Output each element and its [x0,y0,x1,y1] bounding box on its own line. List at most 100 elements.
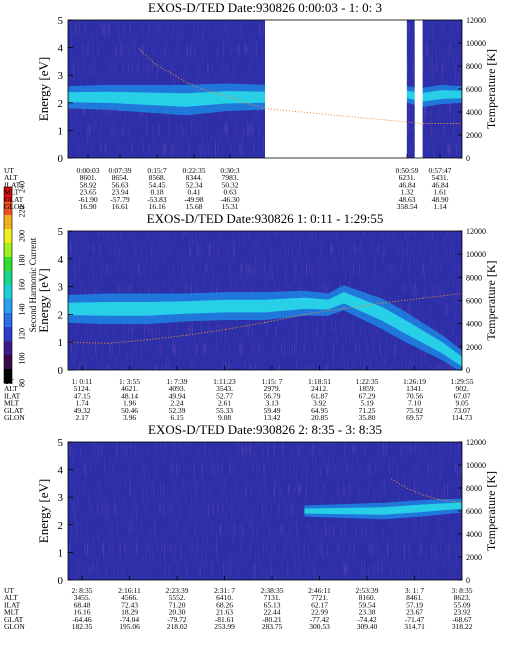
ut-tick-label: 3: 8:35 [451,586,472,595]
orbit-value: 1859. [359,384,376,393]
y-right-tick-label: 10000 [466,461,486,470]
orbit-value: 59.49 [264,406,281,415]
colorbar-frame [3,186,13,384]
y-right-axis-label: Temperature [K] [484,260,498,340]
orbit-value: 16.90 [80,202,97,211]
y-right-tick-label: 12000 [466,438,486,447]
colorbar-segment [4,369,12,384]
orbit-value: 5431. [432,173,449,182]
orbit-value: 50.46 [121,406,138,415]
orbit-value: 114.73 [452,413,473,422]
orbit-value: 73.07 [454,406,471,415]
temperature-trace-segment [343,302,384,310]
temperature-trace-segment [264,108,423,124]
ut-tick-label: 1:29:55 [451,377,474,386]
orbit-row-label: MLT [4,399,20,408]
orbit-value: -64.46 [72,615,92,624]
orbit-value: 0.41 [187,188,200,197]
temperature-trace-segment [454,501,462,504]
orbit-value: 23.38 [359,608,376,617]
orbit-value: -77.42 [310,615,330,624]
orbit-value: 54.45 [149,180,166,189]
orbit-value: -74.42 [357,615,377,624]
energy-band-core [68,292,462,367]
orbit-value: 0.18 [150,188,163,197]
colorbar-tick-label: 120 [18,328,27,340]
orbit-value: 48.14 [121,391,138,400]
y-axis-label: Energy [eV] [36,268,51,332]
orbit-value: 8160. [359,593,376,602]
ut-tick-label: 1:18:51 [308,377,331,386]
y-tick-label: 0 [58,153,64,165]
temperature-trace-segment [225,322,266,330]
y-right-tick-label: 0 [466,366,470,375]
colorbar-tick-label: 100 [18,353,27,365]
orbit-value: 1.32 [400,188,413,197]
orbit-value: 48.90 [432,195,449,204]
orbit-value: 46.84 [399,180,416,189]
orbit-value: 57.19 [406,600,423,609]
orbit-value: 358.54 [397,202,418,211]
energy-band-core [304,502,462,515]
orbit-value: 1.96 [123,399,136,408]
ut-tick-label: 1:26:19 [403,377,426,386]
ut-tick-label: 0:30:3 [220,166,239,175]
orbit-row-label: ALT [4,384,18,393]
orbit-value: -61.90 [78,195,98,204]
orbit-value: 52.77 [216,391,233,400]
orbit-value: 35.80 [359,413,376,422]
ut-tick-label: 2:53:39 [356,586,379,595]
orbit-value: 15.68 [186,202,203,211]
y-right-tick-label: 6000 [466,85,482,94]
y-right-tick-label: 4000 [466,320,482,329]
orbit-value: 61.87 [311,391,328,400]
orbit-value: 70.56 [406,391,423,400]
orbit-value: 1.14 [433,202,446,211]
temperature-trace-segment [422,293,462,299]
temperature-trace-segment [264,313,305,323]
orbit-value: 9.05 [455,399,468,408]
orbit-value: 5124. [74,384,91,393]
y-right-tick-label: 6000 [466,507,482,516]
y-axis-label: Energy [eV] [36,57,51,121]
orbit-value: 49.94 [169,391,186,400]
colorbar-tick-label: 240 [18,181,27,193]
temperature-trace-segment [146,334,187,341]
orbit-value: 16.16 [149,202,166,211]
orbit-value: 8623. [454,593,471,602]
orbit-value: 6.15 [170,413,183,422]
orbit-value: 2.24 [170,399,183,408]
orbit-value: 13.42 [264,413,281,422]
orbit-value: 69.57 [406,413,423,422]
orbit-value: 2.61 [218,399,231,408]
orbit-value: 47.15 [74,391,91,400]
ut-tick-label: 2:46:11 [308,586,331,595]
colorbar-tick-label: 200 [18,230,27,242]
orbit-value: 5.19 [360,399,373,408]
y-tick-label: 5 [58,437,64,449]
y-right-axis-label: Temperature [K] [484,49,498,129]
orbit-value: -71.47 [405,615,425,624]
orbit-value: 253.99 [214,622,235,631]
y-tick-label: 5 [58,15,64,27]
y-right-tick-label: 10000 [466,39,486,48]
orbit-value: 49.32 [74,406,91,415]
orbit-value: 5552. [169,593,186,602]
y-right-tick-label: 0 [466,576,470,585]
orbit-value: 23.65 [80,188,97,197]
orbit-value: 7983. [222,173,239,182]
orbit-value: 20.85 [311,413,328,422]
colorbar-segment [4,187,12,202]
orbit-value: 7131. [264,593,281,602]
y-tick-label: 4 [58,254,64,266]
orbit-row-label: UT [4,377,14,386]
orbit-value: 52.39 [169,406,186,415]
colorbar-tick-label: 140 [18,304,27,316]
orbit-value: 8601. [80,173,97,182]
y-tick-label: 1 [58,337,64,349]
orbit-value: 23.94 [112,188,129,197]
y-tick-label: 2 [58,309,64,321]
orbit-value: 7721. [311,593,328,602]
